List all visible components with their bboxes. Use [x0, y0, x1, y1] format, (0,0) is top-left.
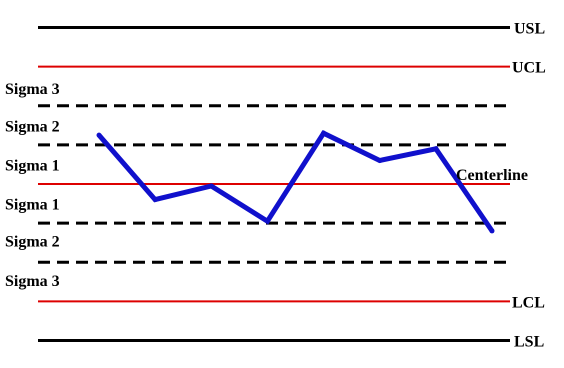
data-point — [152, 197, 158, 203]
chart-labels: USL UCL Centerline LCL LSL Sigma 3 Sigma 2 Sigm… — [5, 21, 546, 351]
zone-label-sigma-3: Sigma 3 — [5, 81, 60, 98]
limit-lines — [38, 26, 510, 342]
lcl-label: LCL — [512, 294, 545, 311]
data-point — [96, 132, 102, 138]
zone-label-sigma-1: Sigma 1 — [5, 197, 60, 214]
ucl-label: UCL — [512, 60, 546, 77]
data-point — [208, 183, 214, 189]
zone-label-sigma-2: Sigma 2 — [5, 118, 60, 135]
data-point — [264, 218, 270, 224]
zone-label-sigma-3: Sigma 3 — [5, 273, 60, 290]
centerline-label: Centerline — [456, 167, 528, 184]
zone-label-sigma-2: Sigma 2 — [5, 234, 60, 251]
data-point — [377, 158, 383, 164]
data-point — [433, 146, 439, 152]
lsl-label: LSL — [514, 333, 544, 350]
data-point — [321, 130, 327, 136]
zone-label-sigma-1: Sigma 1 — [5, 157, 60, 174]
data-series-line — [97, 129, 495, 233]
data-series — [96, 129, 495, 234]
usl-label: USL — [514, 21, 545, 38]
data-point — [489, 228, 495, 234]
